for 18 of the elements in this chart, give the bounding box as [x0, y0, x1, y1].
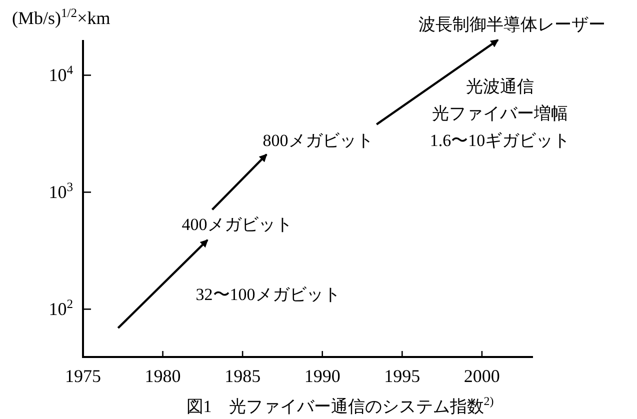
caption: 図1 光ファイバー通信のシステム指数$^{2)}$ — [186, 394, 494, 416]
y-tick-label: 10$^{4}$ — [48, 63, 74, 86]
x-tick-label: 1995 — [384, 366, 420, 386]
text: 波長制御半導体レーザー — [418, 15, 606, 34]
y-tick-label: 10$^{3}$ — [48, 180, 73, 202]
y-axis-title: (Mb/s)$^{1/2}$×km — [12, 6, 110, 28]
annotation: 800メガビット — [262, 131, 374, 150]
x-tick-label: 2000 — [464, 366, 500, 386]
annotation: 光波通信 — [466, 77, 534, 96]
x-tick-label: 1980 — [144, 366, 181, 386]
annotation: 光ファイバー増幅 — [432, 104, 568, 123]
annotation: 400メガビット — [182, 215, 292, 234]
x-tick-label: 1990 — [304, 366, 340, 386]
y-tick-label: 10$^{2}$ — [48, 297, 73, 320]
annotation: 1.6〜10ギガビット — [430, 131, 570, 150]
x-tick-label: 1975 — [65, 366, 101, 386]
annotation: 32〜100メガビット — [196, 285, 340, 304]
x-tick-label: 1985 — [224, 366, 261, 386]
